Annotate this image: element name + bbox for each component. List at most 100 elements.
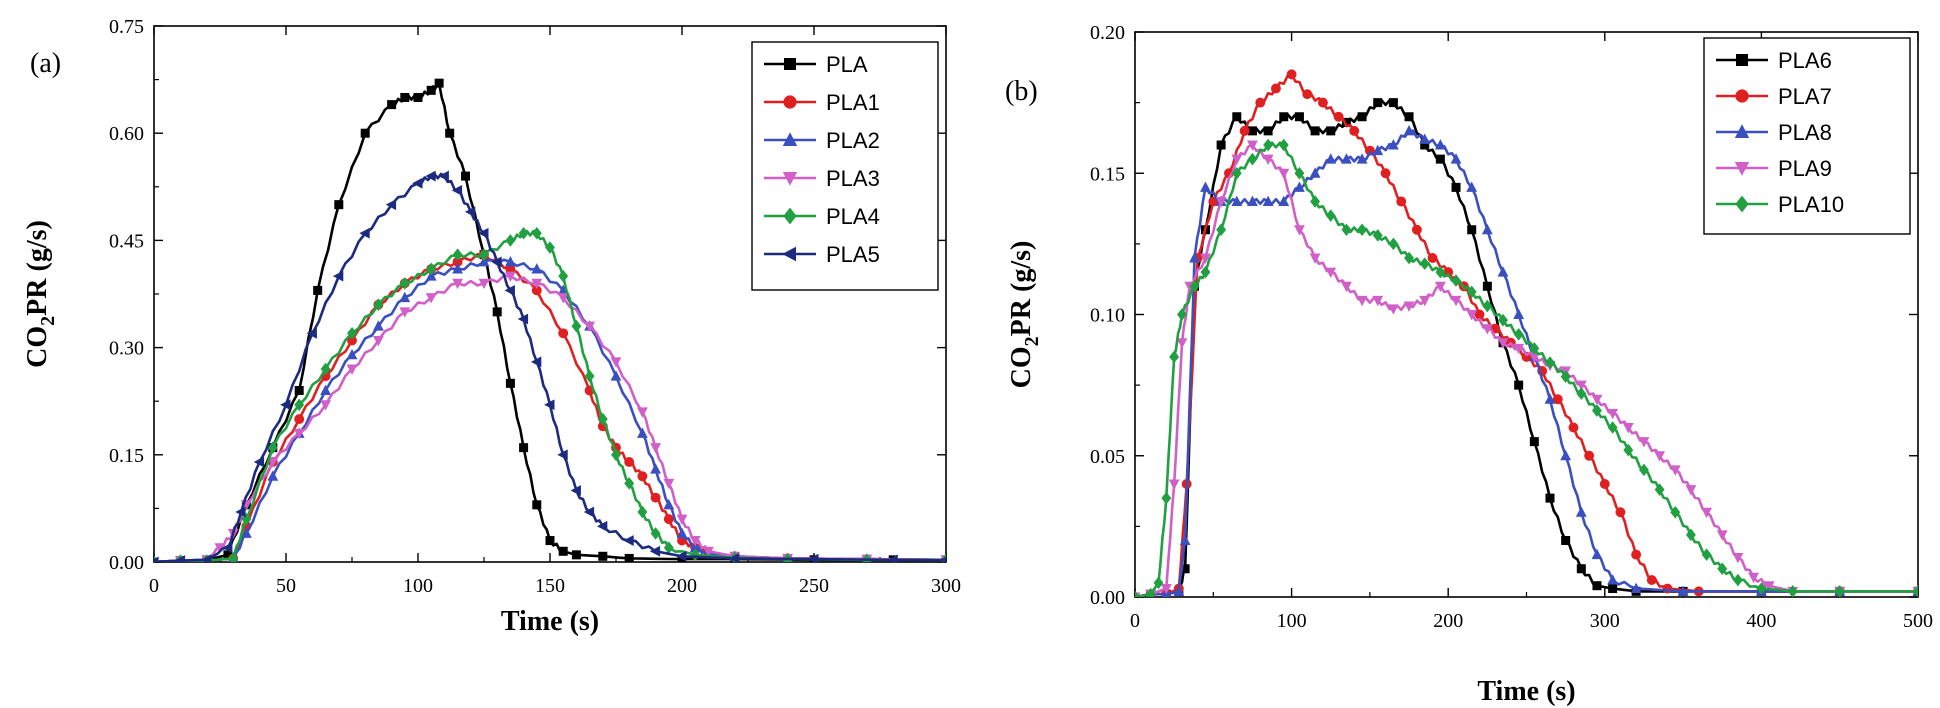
data-point-pla	[400, 92, 410, 102]
legend-swatch-marker	[1735, 195, 1749, 213]
data-point-pla10	[1732, 573, 1743, 587]
data-point-pla5	[478, 227, 489, 239]
data-point-pla9	[1160, 584, 1172, 595]
data-point-pla9	[1748, 572, 1759, 584]
data-point-pla6	[1545, 493, 1555, 503]
data-point-pla6	[1482, 281, 1492, 291]
data-point-pla8	[1544, 393, 1556, 404]
data-point-pla	[334, 200, 344, 210]
data-point-pla	[571, 550, 581, 560]
data-point-pla2	[650, 463, 661, 474]
data-point-pla	[624, 553, 634, 562]
x-tick-label: 200	[1433, 610, 1463, 632]
data-point-pla9	[1638, 437, 1650, 448]
data-point-pla5	[649, 545, 661, 557]
data-point-pla4	[531, 226, 542, 240]
data-point-pla2	[373, 320, 384, 331]
series-pla2	[154, 255, 946, 562]
data-point-pla5	[359, 227, 370, 239]
data-point-pla5	[570, 485, 581, 496]
y-axis-label-rest: PR (g/s)	[22, 220, 53, 316]
legend-swatch-marker	[783, 95, 797, 109]
data-point-pla7	[1584, 450, 1595, 461]
legend-label: PLA3	[826, 166, 880, 191]
series-line-pla3	[154, 274, 946, 562]
data-point-pla7	[1333, 111, 1344, 122]
data-point-pla4	[690, 548, 701, 562]
data-point-pla4	[584, 369, 595, 383]
data-point-pla2	[452, 263, 463, 274]
data-point-pla4	[347, 327, 357, 340]
data-point-pla10	[1135, 590, 1140, 597]
chart-panel-a: 0 50 100 150 200 250 300 0.00 0.15 0.30 0.45 0.60 0.…	[22, 16, 961, 637]
x-tick-label: 200	[667, 575, 697, 597]
y-tick-label: 0.15	[1090, 163, 1125, 185]
data-point-pla8	[1262, 195, 1274, 206]
data-point-pla1	[624, 456, 635, 467]
data-point-pla2	[531, 263, 543, 274]
data-point-pla6	[1404, 112, 1414, 122]
y-tick-label: 0.20	[1090, 22, 1125, 44]
y-tick-label: 0.00	[109, 552, 144, 574]
y-tick-label: 0.75	[109, 16, 144, 38]
data-point-pla10	[1513, 327, 1524, 341]
data-point-pla3	[267, 457, 279, 468]
data-point-pla10	[1200, 265, 1211, 279]
legend-label: PLA9	[1778, 156, 1832, 181]
data-point-pla10	[1482, 299, 1493, 313]
data-point-pla6	[1263, 126, 1273, 136]
data-point-pla10	[1560, 370, 1571, 383]
data-point-pla5	[544, 399, 555, 411]
data-point-pla7	[1270, 83, 1281, 94]
data-point-pla5	[425, 170, 436, 182]
data-point-pla4	[597, 412, 608, 426]
data-point-pla3	[703, 546, 714, 558]
data-point-pla7	[1615, 507, 1626, 518]
data-point-pla3	[214, 543, 226, 554]
data-point-pla7	[1302, 89, 1313, 100]
data-point-pla4	[611, 448, 621, 462]
data-point-pla10	[1701, 548, 1712, 561]
y-tick-label: 0.45	[109, 230, 144, 252]
data-point-pla9	[1278, 168, 1290, 180]
data-point-pla10	[1216, 223, 1227, 237]
data-point-pla5	[491, 256, 502, 268]
legend-label: PLA2	[826, 128, 880, 153]
data-point-pla4	[320, 362, 331, 376]
data-point-pla6	[1529, 437, 1539, 447]
legend-swatch-marker	[1735, 89, 1749, 103]
data-point-pla3	[452, 278, 463, 290]
data-point-pla1	[531, 285, 542, 296]
x-tick-label: 400	[1746, 610, 1776, 632]
y-axis-label-rest: PR (g/s)	[1006, 241, 1037, 337]
data-point-pla8	[1231, 195, 1243, 206]
data-point-pla3	[320, 400, 331, 411]
data-point-pla8	[1179, 534, 1191, 545]
data-point-pla9	[1372, 295, 1384, 307]
data-point-pla10	[1787, 585, 1798, 597]
data-point-pla6	[1247, 126, 1257, 136]
data-point-pla9	[1622, 423, 1634, 434]
data-point-pla10	[1231, 166, 1242, 180]
data-point-pla6	[1180, 564, 1190, 574]
data-point-pla3	[505, 271, 516, 282]
data-point-pla6	[1373, 98, 1383, 108]
data-point-pla7	[1349, 125, 1360, 136]
data-point-pla10	[1498, 313, 1508, 327]
data-point-pla1	[558, 328, 569, 339]
data-point-pla8	[1575, 506, 1587, 517]
data-point-pla9	[1450, 295, 1462, 307]
data-point-pla1	[663, 514, 674, 525]
legend-label: PLA	[826, 52, 868, 77]
series-pla5	[154, 170, 946, 562]
data-point-pla9	[1403, 301, 1415, 312]
x-tick-label: 250	[799, 575, 829, 597]
data-point-pla1	[452, 256, 463, 267]
data-point-pla5	[517, 313, 529, 325]
data-point-pla9	[1763, 581, 1775, 592]
data-point-pla5	[887, 554, 898, 562]
data-point-pla7	[1631, 549, 1642, 560]
data-point-pla10	[1161, 491, 1172, 505]
data-point-pla8	[1481, 223, 1493, 235]
data-point-pla7	[1646, 575, 1657, 585]
